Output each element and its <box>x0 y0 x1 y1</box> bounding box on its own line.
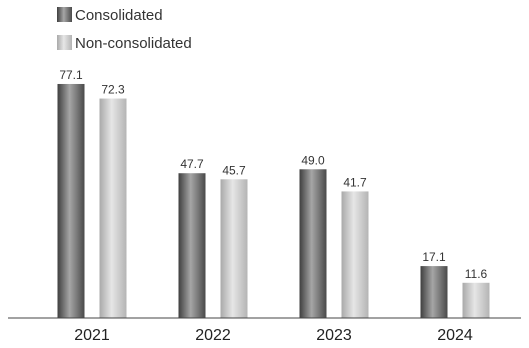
value-label-consolidated-2023: 49.0 <box>301 153 325 167</box>
bar-consolidated-2021 <box>57 83 85 318</box>
value-label-non-consolidated-2021: 72.3 <box>101 83 125 97</box>
bar-non-consolidated-2023 <box>341 191 369 318</box>
value-label-consolidated-2024: 17.1 <box>422 250 446 264</box>
bar-non-consolidated-2024 <box>462 282 490 318</box>
legend: Consolidated Non-consolidated <box>57 7 192 52</box>
legend-label-non-consolidated: Non-consolidated <box>75 35 192 52</box>
legend-swatch-consolidated <box>57 7 72 22</box>
legend-swatch-non-consolidated <box>57 35 72 50</box>
bar-non-consolidated-2021 <box>99 98 127 318</box>
legend-item-consolidated: Consolidated <box>57 7 163 24</box>
value-label-non-consolidated-2022: 45.7 <box>222 163 246 177</box>
value-label-non-consolidated-2024: 11.6 <box>465 267 488 281</box>
value-label-consolidated-2021: 77.1 <box>59 68 83 82</box>
bars-group <box>57 83 490 318</box>
value-label-consolidated-2022: 47.7 <box>180 157 204 171</box>
legend-label-consolidated: Consolidated <box>75 7 163 24</box>
bar-consolidated-2022 <box>178 173 206 318</box>
legend-item-non-consolidated: Non-consolidated <box>57 35 192 52</box>
bar-consolidated-2023 <box>299 169 327 318</box>
value-labels-group: 77.1 72.3 47.7 45.7 49.0 41.7 17.1 11.6 <box>59 68 487 281</box>
bar-consolidated-2024 <box>420 266 448 318</box>
value-label-non-consolidated-2023: 41.7 <box>343 175 367 189</box>
x-tick-label-2023: 2023 <box>316 327 352 344</box>
x-tick-label-2024: 2024 <box>437 327 473 344</box>
x-tick-label-2021: 2021 <box>74 327 110 344</box>
bar-non-consolidated-2022 <box>220 179 248 318</box>
x-tick-labels-group: 2021 2022 2023 2024 <box>74 327 473 344</box>
x-tick-label-2022: 2022 <box>195 327 231 344</box>
